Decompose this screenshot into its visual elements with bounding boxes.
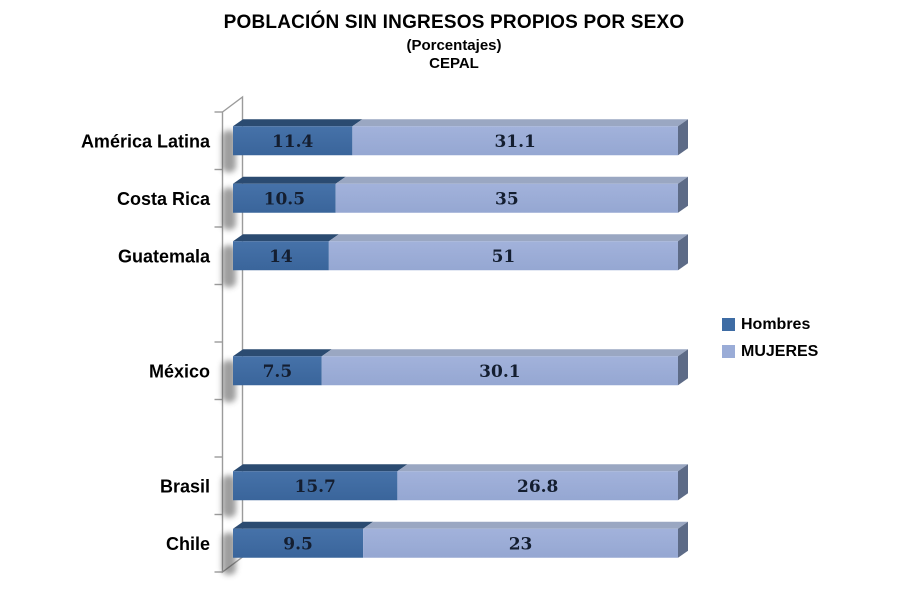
bar-top-hombres (233, 464, 408, 472)
bar-shadow (222, 532, 236, 575)
category-axis-ticks (214, 111, 223, 573)
value-label-mujeres: 30.1 (479, 362, 520, 382)
bar-shadow (222, 187, 236, 230)
legend-label-hombres: Hombres (741, 315, 811, 333)
category-label-chile: Chile (166, 534, 210, 554)
chart-source-label: CEPAL (429, 55, 479, 72)
value-label-hombres: 10.5 (264, 189, 305, 209)
bar-segment-hombres (233, 183, 336, 213)
bar-end-cap (678, 521, 688, 558)
bar-top-mujeres (321, 349, 688, 357)
bar-shadow (222, 475, 236, 518)
value-label-mujeres: 31.1 (494, 132, 535, 152)
category-label-guatemala: Guatemala (118, 246, 211, 266)
value-label-mujeres: 51 (492, 247, 516, 267)
bar-top-mujeres (328, 234, 688, 242)
value-label-hombres: 14 (269, 247, 293, 267)
category-label-america-latina: América Latina (81, 131, 211, 151)
bar-segment-hombres (233, 528, 364, 558)
bar-segment-mujeres (397, 471, 678, 501)
legend-item-mujeres: MUJERES (722, 338, 818, 365)
bar-segment-hombres (233, 126, 353, 156)
value-label-hombres: 11.4 (272, 132, 314, 152)
value-label-hombres: 9.5 (283, 534, 313, 554)
bar-segment-mujeres (321, 356, 678, 386)
value-label-mujeres: 23 (509, 534, 533, 554)
bar-shadow (222, 360, 236, 403)
legend-item-hombres: Hombres (722, 311, 818, 338)
legend-swatch-hombres (722, 318, 735, 331)
bar-segment-mujeres (328, 241, 678, 271)
bar-end-cap (678, 349, 688, 386)
bar-segment-mujeres (335, 183, 678, 213)
bar-segment-hombres (233, 356, 322, 386)
legend: Hombres MUJERES (722, 311, 818, 365)
bar-top-mujeres (335, 176, 688, 184)
bar-row-costa-rica: 10.5 35 (222, 176, 688, 230)
bar-segment-hombres (233, 471, 398, 501)
bar-top-hombres (233, 176, 346, 184)
bar-top-hombres (233, 349, 332, 357)
bar-shadow (222, 245, 236, 288)
category-label-costa-rica: Costa Rica (117, 189, 211, 209)
bar-top-hombres (233, 119, 363, 127)
value-label-hombres: 15.7 (294, 477, 335, 497)
bar-row-guatemala: 14 51 (222, 234, 688, 288)
chart-title: POBLACIÓN SIN INGRESOS PROPIOS POR SEXO (223, 12, 685, 33)
bar-top-hombres (233, 521, 374, 529)
legend-label-mujeres: MUJERES (741, 342, 819, 360)
bar-end-cap (678, 464, 688, 501)
legend-swatch-mujeres (722, 345, 735, 358)
bar-top-mujeres (352, 119, 688, 127)
value-label-mujeres: 35 (495, 189, 519, 209)
title-block: POBLACIÓN SIN INGRESOS PROPIOS POR SEXO … (0, 12, 900, 72)
bar-end-cap (678, 119, 688, 156)
bar-shadow (222, 130, 236, 173)
bar-row-america-latina: 11.4 31.1 (222, 119, 688, 173)
chart-subtitle: (Porcentajes) (406, 37, 502, 54)
category-label-brasil: Brasil (160, 476, 210, 496)
bar-end-cap (678, 176, 688, 213)
value-label-mujeres: 26.8 (517, 477, 558, 497)
bar-end-cap (678, 234, 688, 271)
bar-top-hombres (233, 234, 339, 242)
bar-segment-mujeres (363, 528, 678, 558)
bar-row-brasil: 15.7 26.8 (222, 464, 688, 518)
bar-row-mexico: 7.5 30.1 (222, 349, 688, 403)
value-label-hombres: 7.5 (263, 362, 293, 382)
bar-row-chile: 9.5 23 (222, 521, 688, 575)
bar-segment-hombres (233, 241, 329, 271)
category-label-mexico: México (149, 361, 210, 381)
bar-top-mujeres (397, 464, 688, 472)
bar-segment-mujeres (352, 126, 678, 156)
bar-top-mujeres (363, 521, 688, 529)
